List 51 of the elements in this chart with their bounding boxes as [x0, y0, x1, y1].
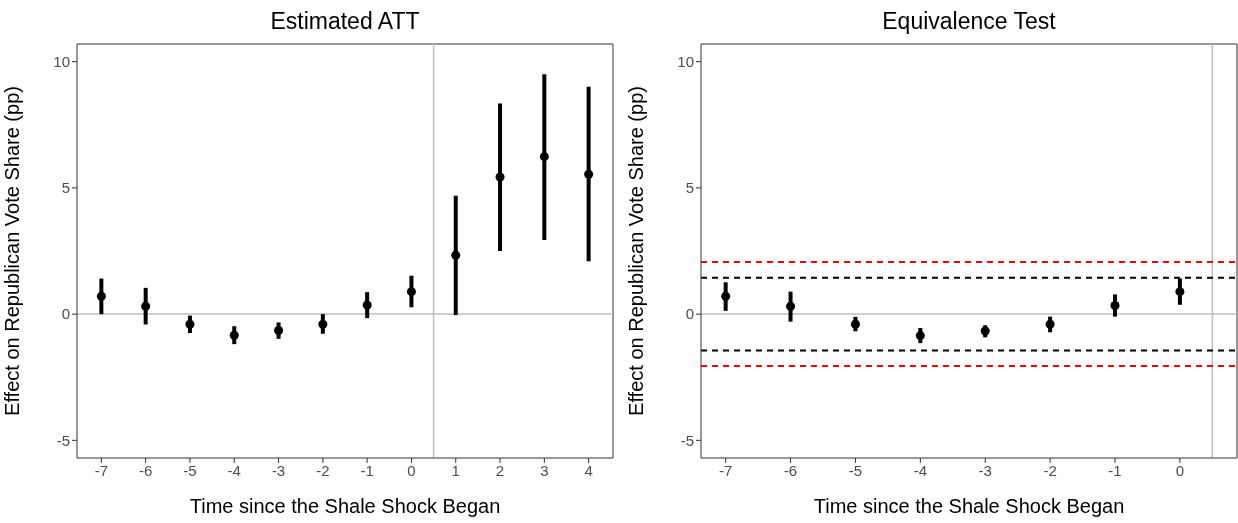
point [185, 319, 195, 329]
x-tick-label: -3 [978, 461, 992, 479]
x-tick-label: 2 [495, 461, 505, 479]
x-tick-label: 0 [407, 461, 416, 479]
x-axis-title: Time since the Shale Shock Began [189, 495, 501, 517]
y-axis-title: Effect on Republican Vote Share (pp) [625, 86, 648, 416]
y-tick-label: 10 [53, 53, 70, 70]
point [318, 319, 328, 329]
point [96, 291, 106, 301]
point [1175, 287, 1185, 297]
x-tick-label: -6 [138, 461, 153, 479]
y-tick-label: -5 [56, 431, 70, 449]
point [451, 250, 461, 260]
y-tick-label: 10 [677, 53, 694, 70]
x-axis-title: Time since the Shale Shock Began [813, 495, 1125, 517]
y-tick-label: -5 [680, 431, 694, 449]
y-tick-label: 5 [61, 179, 70, 197]
x-tick-label: -7 [94, 461, 109, 479]
chart-title: Estimated ATT [269, 8, 421, 35]
x-tick-label: -7 [718, 461, 733, 479]
x-tick-label: -4 [227, 461, 241, 479]
point [539, 152, 549, 162]
x-tick-label: -1 [360, 461, 374, 479]
x-tick-label: 1 [451, 461, 460, 479]
x-tick-label: -5 [183, 461, 197, 479]
x-tick-label: -5 [848, 461, 863, 479]
chart-title: Equivalence Test [881, 8, 1057, 35]
y-tick-label: 0 [685, 305, 694, 323]
point [362, 300, 372, 310]
x-tick-label: -3 [271, 461, 286, 479]
point [1045, 319, 1055, 329]
y-axis-title: Effect on Republican Vote Share (pp) [1, 86, 24, 416]
y-tick-label: 5 [685, 179, 694, 197]
point [229, 330, 239, 340]
point [495, 172, 505, 182]
point [274, 326, 284, 336]
y-tick-label: 0 [61, 305, 70, 323]
x-tick-label: 3 [540, 461, 549, 479]
point [721, 291, 731, 301]
point [584, 169, 594, 179]
point [786, 301, 796, 311]
x-tick-label: 4 [584, 461, 593, 479]
x-tick-label: -2 [316, 461, 330, 479]
point [406, 287, 416, 297]
x-tick-label: -4 [913, 461, 927, 479]
point [1110, 301, 1120, 311]
x-tick-label: -6 [783, 461, 798, 479]
x-tick-label: -1 [1108, 461, 1122, 479]
x-tick-label: -2 [1043, 461, 1057, 479]
x-tick-label: 0 [1175, 461, 1185, 479]
point [141, 301, 151, 311]
